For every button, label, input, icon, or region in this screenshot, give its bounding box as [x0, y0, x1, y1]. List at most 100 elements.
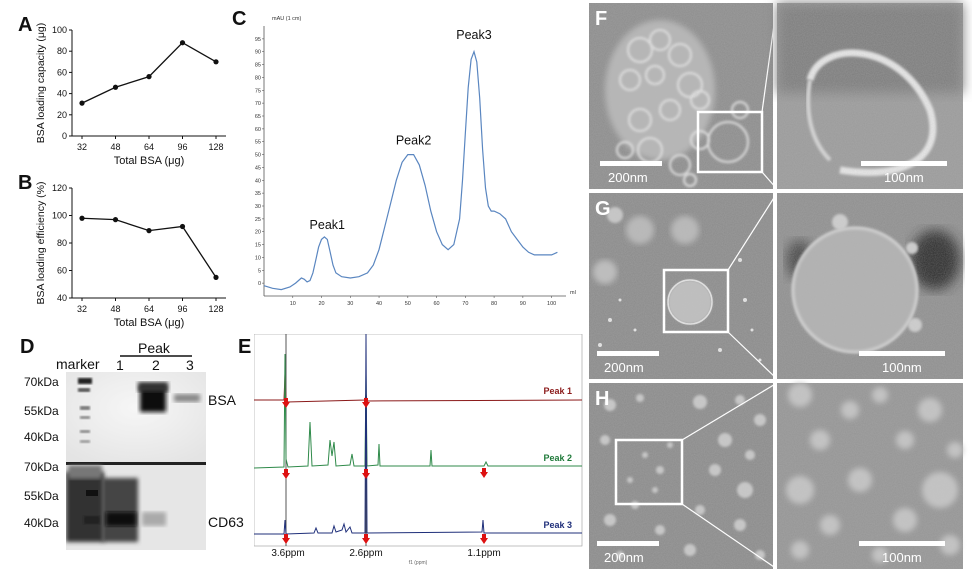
y-tick-label-c: 65	[255, 114, 261, 120]
scale-bar-f-left	[600, 161, 662, 166]
mw-55-bottom: 55kDa	[24, 489, 59, 503]
panel-letter-g: G	[595, 198, 611, 220]
x-tick-label-c: 80	[491, 301, 497, 307]
y-tick-label-b: 80	[57, 238, 67, 248]
chart-c: 0 5 10 15 20 25 30 35 40 45 50 55 60 65 70 75 80 85 90 95 10…	[255, 16, 576, 307]
ppm-label-1-1: 1.1ppm	[467, 548, 500, 559]
scale-bar-h-right	[859, 541, 945, 546]
y-tick-label-c: 30	[255, 204, 261, 210]
data-point-b	[146, 228, 152, 234]
mw-40-bottom: 40kDa	[24, 516, 59, 530]
y-tick-label-c: 35	[255, 191, 261, 197]
x-tick-label-b: 48	[110, 304, 120, 314]
chromatogram-trace	[263, 49, 558, 291]
y-tick-label-a: 60	[57, 67, 67, 77]
y-tick-label-c: 95	[255, 37, 261, 43]
peak-label: Peak	[138, 340, 170, 356]
data-point-b	[179, 223, 186, 230]
x-tick-label-c: 60	[434, 301, 440, 307]
nmr-label-peak-3: Peak 3	[543, 520, 572, 530]
y-tick-label-c: 85	[255, 63, 261, 69]
y-tick-label-c: 70	[255, 101, 261, 107]
em-g-left	[589, 192, 778, 380]
ppm-label-2-6: 2.6ppm	[349, 548, 382, 559]
x-tick-label-c: 30	[347, 301, 353, 307]
mw-70-bottom: 70kDa	[24, 460, 59, 474]
scale-label-g-right: 100nm	[882, 360, 922, 375]
x-tick-label-b: 64	[144, 304, 154, 314]
data-point-a	[179, 40, 186, 46]
x-tick-label-b: 96	[177, 304, 187, 314]
y-tick-label-c: 10	[255, 255, 261, 261]
em-g-right	[777, 193, 963, 379]
scale-label-f-right: 100nm	[884, 170, 924, 185]
x-tick-label-a: 32	[77, 142, 87, 152]
nmr-spectra: Peak 1 Peak 2 Peak 3 3.6ppm 2.6ppm 1.1pp…	[254, 334, 583, 566]
y-tick-label-c: 75	[255, 88, 261, 94]
ppm-label-3-6: 3.6ppm	[271, 548, 304, 559]
x-tick-label-a: 64	[144, 142, 154, 152]
y-tick-label-c: 20	[255, 230, 261, 236]
em-f-right	[777, 3, 963, 189]
em-h-left	[589, 382, 778, 570]
em-f-left	[589, 2, 778, 190]
y-tick-label-c: 5	[258, 268, 261, 274]
panel-letter-c: C	[232, 8, 247, 30]
x-tick-label-c: 50	[405, 301, 411, 307]
panel-letter-e: E	[238, 336, 252, 358]
scale-bar-g-left	[597, 351, 659, 356]
nmr-label-peak-1: Peak 1	[543, 386, 572, 396]
scale-label-f-left: 200nm	[608, 170, 648, 185]
scale-label-h-left: 200nm	[604, 550, 644, 565]
data-point-a	[112, 84, 119, 90]
y-tick-label-a: 0	[62, 131, 67, 141]
y-tick-label-a: 100	[52, 25, 67, 35]
y-tick-label-c: 50	[255, 153, 261, 159]
x-tick-label-c: 100	[547, 301, 556, 307]
y-tick-label-b: 100	[52, 211, 67, 221]
scale-label-g-left: 200nm	[604, 360, 644, 375]
peak-annotation-1: Peak1	[310, 218, 345, 232]
data-point-b	[79, 215, 85, 221]
y-tick-label-c: 15	[255, 243, 261, 249]
scale-bar-h-left	[597, 541, 659, 546]
y-tick-label-b: 40	[57, 293, 67, 303]
x-tick-label-c: 20	[318, 301, 324, 307]
chart-b: 40 60 80 100 120 32 48 64 96 128 Total BSA (μg) BSA…	[36, 182, 226, 329]
lane-label-2: 2	[152, 357, 160, 373]
peak-annotation-3: Peak3	[456, 28, 491, 42]
x-tick-label-c: 90	[520, 301, 526, 307]
data-point-b	[112, 217, 119, 223]
em-h-right	[777, 383, 963, 569]
mw-40-top: 40kDa	[24, 430, 59, 444]
y-tick-label-c: 25	[255, 217, 261, 223]
x-unit-label-c: ml	[570, 290, 576, 296]
x-tick-label-a: 48	[110, 142, 120, 152]
nmr-axis-unit: f1 (ppm)	[409, 560, 428, 566]
x-tick-label-b: 32	[77, 304, 87, 314]
y-tick-label-c: 80	[255, 75, 261, 81]
peak-annotation-2: Peak2	[396, 133, 431, 147]
y-tick-label-c: 40	[255, 178, 261, 184]
scale-label-h-right: 100nm	[882, 550, 922, 565]
y-axis-label-b: BSA loading efficiency (%)	[36, 182, 47, 305]
y-tick-label-c: 0	[258, 281, 261, 287]
y-tick-label-c: 60	[255, 127, 261, 133]
lane-label-3: 3	[186, 357, 194, 373]
y-tick-label-a: 80	[57, 46, 67, 56]
data-point-a	[213, 59, 219, 65]
panel-letter-f: F	[595, 8, 608, 30]
protein-label-bsa: BSA	[208, 392, 237, 408]
data-point-a	[146, 74, 152, 80]
x-tick-label-b: 128	[208, 304, 223, 314]
panel-letter-h: H	[595, 388, 610, 410]
data-point-b	[213, 274, 219, 280]
y-tick-label-a: 40	[57, 89, 67, 99]
lane-label-1: 1	[116, 357, 124, 373]
panel-letter-a: A	[18, 14, 33, 36]
nmr-label-peak-2: Peak 2	[543, 453, 572, 463]
x-axis-label-a: Total BSA (μg)	[114, 155, 185, 167]
y-tick-label-c: 45	[255, 165, 261, 171]
nmr-trace-peak-2	[254, 353, 582, 469]
y-tick-label-b: 120	[52, 183, 67, 193]
